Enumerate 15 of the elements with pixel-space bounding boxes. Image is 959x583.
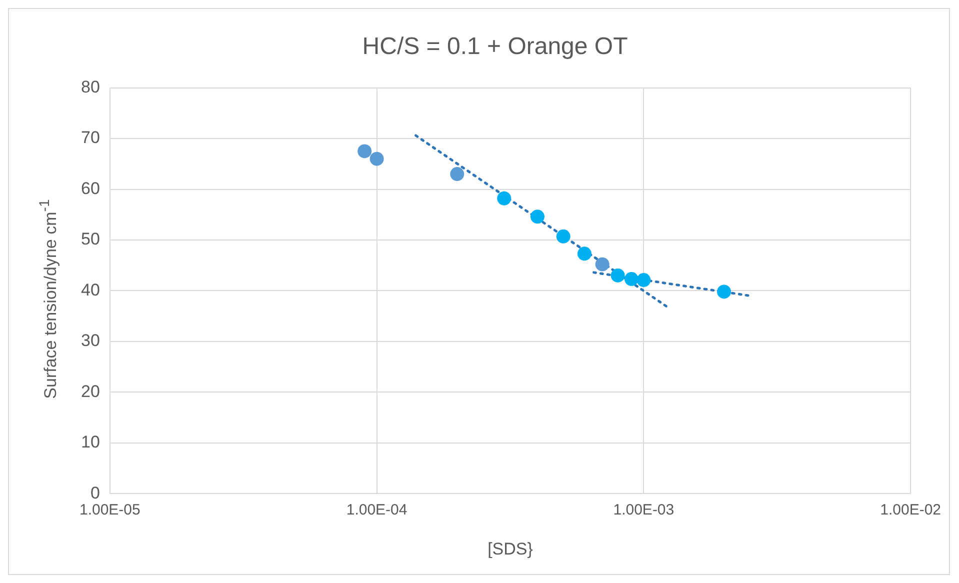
x-axis-title: [SDS} xyxy=(488,539,534,558)
y-tick-label: 70 xyxy=(80,128,100,148)
chart-title: HC/S = 0.1 + Orange OT xyxy=(362,33,628,60)
y-tick-label: 20 xyxy=(80,382,100,401)
y-tick-label: 0 xyxy=(90,483,100,502)
y-tick-label: 60 xyxy=(80,178,100,198)
y-tick-label: 80 xyxy=(80,77,100,96)
y-tick-label: 40 xyxy=(80,280,100,300)
y-tick-label: 50 xyxy=(80,230,100,249)
x-tick-label: 1.00E-04 xyxy=(346,502,408,519)
x-tick-label: 1.00E-03 xyxy=(613,502,674,519)
x-tick-label: 1.00E-02 xyxy=(880,502,942,519)
y-tick-label: 10 xyxy=(80,432,100,452)
x-tick-label: 1.00E-05 xyxy=(79,502,140,519)
y-tick-label: 30 xyxy=(80,331,100,350)
